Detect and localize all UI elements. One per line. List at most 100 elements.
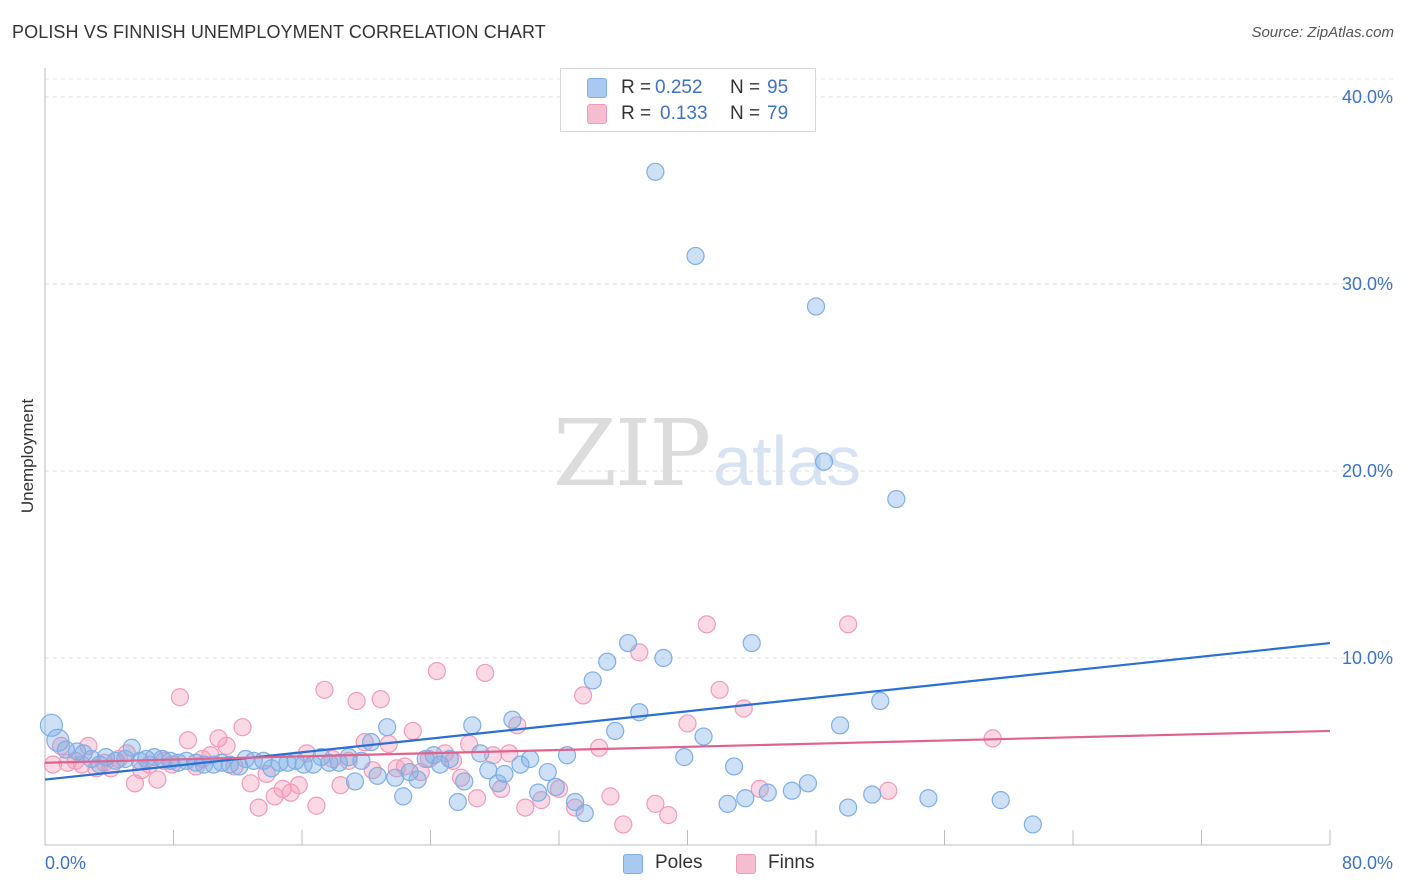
legend-r-value: 0.252 bbox=[655, 77, 703, 98]
x-tick-label: 0.0% bbox=[45, 853, 86, 873]
poles-point bbox=[329, 753, 349, 772]
legend-n-label: N = bbox=[730, 77, 761, 98]
finns-point bbox=[678, 714, 697, 733]
poles-point bbox=[320, 753, 339, 772]
finns-point bbox=[233, 718, 252, 737]
bottom-legend-label-finns: Finns bbox=[768, 852, 815, 873]
legend-swatch-finns bbox=[587, 104, 607, 124]
poles-point bbox=[839, 798, 858, 817]
chart-title: POLISH VS FINNISH UNEMPLOYMENT CORRELATI… bbox=[12, 22, 546, 42]
poles-point bbox=[598, 652, 617, 671]
finns-point bbox=[839, 615, 858, 634]
poles-point bbox=[863, 785, 882, 804]
poles-point bbox=[408, 770, 427, 789]
legend-r-label: R = bbox=[621, 103, 652, 124]
poles-point bbox=[368, 766, 387, 785]
finns-point bbox=[170, 688, 190, 707]
finns-point bbox=[217, 736, 236, 755]
legend-r-value: 0.133 bbox=[660, 103, 708, 124]
poles-point bbox=[463, 716, 482, 735]
finns-point bbox=[371, 690, 390, 709]
poles-point bbox=[503, 710, 522, 729]
poles-point bbox=[495, 764, 514, 784]
poles-point bbox=[654, 648, 673, 668]
stats-legend: R = 0.252 N = 95 R = 0.133 N = 79 bbox=[560, 68, 816, 132]
finns-point bbox=[500, 744, 519, 763]
poles-point bbox=[471, 744, 490, 763]
finns-point bbox=[646, 794, 665, 813]
poles-point bbox=[575, 804, 594, 823]
poles-point bbox=[538, 762, 557, 782]
x-tick-label: 80.0% bbox=[1342, 853, 1393, 873]
poles-point bbox=[742, 633, 761, 653]
finns-point bbox=[148, 770, 167, 789]
finns-point bbox=[403, 721, 422, 741]
finns-point bbox=[331, 776, 350, 795]
watermark-atlas: atlas bbox=[713, 422, 862, 500]
finns-point bbox=[289, 776, 308, 795]
y-tick-label: 40.0% bbox=[1342, 87, 1393, 107]
poles-point bbox=[546, 777, 565, 797]
watermark-zip: ZIP bbox=[553, 400, 711, 507]
finns-point bbox=[710, 680, 729, 699]
poles-point bbox=[736, 789, 755, 808]
finns-point bbox=[734, 699, 753, 718]
finns-point bbox=[879, 781, 898, 800]
poles-point bbox=[394, 787, 413, 806]
y-tick-label: 30.0% bbox=[1342, 274, 1393, 294]
poles-point bbox=[630, 703, 649, 722]
poles-point bbox=[782, 781, 802, 800]
poles-point bbox=[675, 748, 694, 767]
poles-point bbox=[56, 740, 75, 759]
finns-point bbox=[178, 731, 198, 750]
bottom-legend-swatch-poles bbox=[623, 854, 643, 874]
finns-point bbox=[427, 661, 447, 681]
poles-point bbox=[520, 749, 540, 769]
bottom-legend-swatch-finns bbox=[736, 854, 756, 874]
poles-point bbox=[686, 246, 705, 266]
finns-point bbox=[601, 787, 620, 806]
poles-point bbox=[991, 791, 1010, 810]
poles-point bbox=[583, 671, 602, 690]
source-credit: Source: ZipAtlas.com bbox=[1251, 24, 1394, 41]
poles-point bbox=[919, 789, 938, 808]
poles-point bbox=[431, 755, 450, 774]
poles-point bbox=[455, 772, 474, 791]
poles-point bbox=[606, 721, 625, 741]
poles-point bbox=[694, 727, 713, 746]
y-tick-label: 20.0% bbox=[1342, 461, 1393, 481]
poles-point bbox=[345, 772, 365, 791]
finns-point bbox=[590, 738, 609, 757]
poles-point bbox=[871, 691, 890, 711]
finns-point bbox=[516, 798, 535, 817]
poles-point bbox=[618, 633, 638, 653]
watermark: ZIPatlas bbox=[553, 400, 861, 507]
finns-point bbox=[492, 779, 511, 799]
finns-point bbox=[249, 798, 268, 817]
legend-n-label: N = bbox=[730, 103, 761, 124]
poles-point bbox=[488, 774, 508, 793]
finns-point bbox=[43, 755, 63, 774]
finns-point bbox=[476, 663, 495, 683]
finns-point bbox=[347, 691, 366, 711]
finns-point bbox=[614, 815, 633, 834]
poles-point bbox=[724, 757, 744, 776]
finns-point bbox=[659, 805, 678, 825]
legend-r-label: R = bbox=[621, 77, 652, 98]
poles-point bbox=[39, 713, 64, 737]
bottom-legend-label-poles: Poles bbox=[655, 852, 703, 873]
poles-point bbox=[352, 751, 371, 770]
finns-point bbox=[467, 789, 487, 808]
finns-point bbox=[315, 680, 334, 699]
poles-point bbox=[448, 792, 467, 812]
poles-point bbox=[1023, 815, 1042, 834]
poles-point bbox=[718, 794, 737, 813]
legend-n-value: 79 bbox=[767, 103, 789, 124]
finns-point bbox=[307, 796, 326, 815]
poles-point bbox=[830, 716, 850, 735]
finns-point bbox=[549, 779, 569, 799]
legend-swatch-poles bbox=[587, 78, 607, 98]
poles-point bbox=[378, 718, 397, 737]
poles-point bbox=[361, 733, 381, 752]
